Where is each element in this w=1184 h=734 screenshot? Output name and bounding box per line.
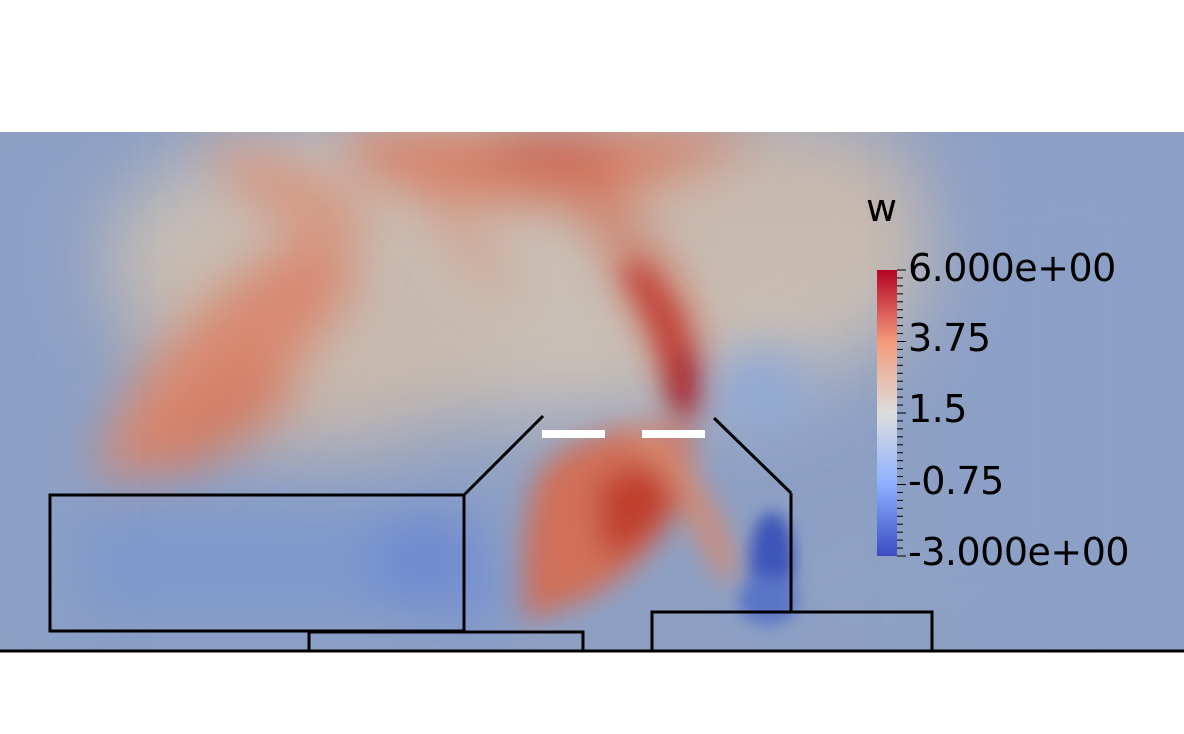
legend-tick-label: 1.5 <box>908 387 967 431</box>
building-outlines <box>0 414 1184 653</box>
legend-tick-label: 3.75 <box>908 316 991 360</box>
legend-max-label: 6.000e+00 <box>908 246 1116 290</box>
legend-min-label: -3.000e+00 <box>908 530 1130 574</box>
lower-step <box>307 630 585 651</box>
legend-title: w <box>866 186 898 230</box>
scalar-field <box>0 132 1184 651</box>
vent-openings <box>542 430 705 438</box>
right-chamfer <box>712 416 793 495</box>
colorbar <box>877 269 906 557</box>
legend-tick-label: -0.75 <box>908 459 1004 503</box>
left-block <box>48 493 466 633</box>
left-chamfer <box>463 414 545 496</box>
